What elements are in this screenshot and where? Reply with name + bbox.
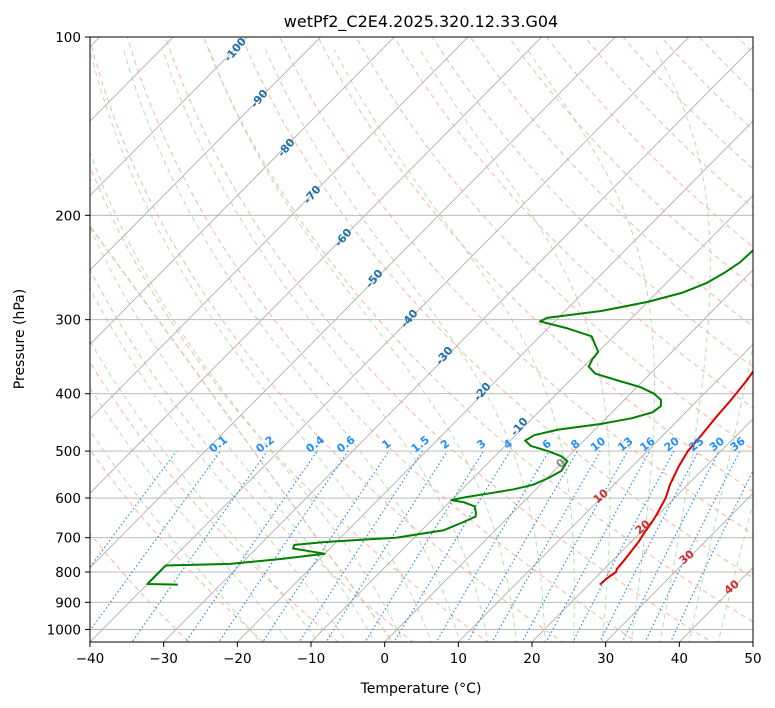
mixing-ratio-line: [262, 450, 390, 642]
isotherm-line: [457, 343, 753, 642]
dry-adiabat: [241, 37, 753, 579]
isotherm-line: [90, 37, 690, 642]
moist-adiabat: [90, 49, 432, 642]
x-tick-label: 0: [380, 651, 389, 667]
moist-adiabat: [333, 49, 575, 642]
y-tick-label: 900: [55, 595, 81, 611]
moist-adiabat: [419, 49, 611, 642]
dry-adiabat: [431, 37, 753, 368]
isotherm-line: [236, 120, 753, 642]
mixing-ratio-line: [90, 450, 221, 632]
dry-adiabat: [355, 37, 753, 450]
y-tick-label: 700: [55, 531, 81, 547]
y-tick-label: 100: [55, 30, 81, 46]
mixing-ratio-line: [435, 450, 550, 642]
x-tick-label: −30: [149, 651, 178, 667]
y-tick-label: 800: [55, 565, 81, 581]
dewpoint-trace: [146, 249, 753, 586]
x-axis-label: Temperature (°C): [360, 681, 482, 697]
mixing-ratio-line: [545, 450, 651, 642]
y-tick-label: 200: [55, 208, 81, 224]
isotherm-line: [384, 269, 753, 642]
axis-ticks: −40 −30 −20 −10 0 10 20 30 40 50 100 200 300 400 500 60…: [47, 30, 762, 667]
y-tick-label: 600: [55, 491, 81, 507]
x-tick-label: 50: [744, 651, 761, 667]
moist-adiabat: [208, 49, 518, 642]
y-tick-label: 500: [55, 444, 81, 460]
x-tick-label: 30: [597, 651, 614, 667]
moist-adiabat: [90, 387, 290, 642]
x-tick-label: −20: [223, 651, 252, 667]
isotherm-line: [90, 37, 322, 271]
dry-adiabat: [203, 37, 753, 623]
mixing-ratio-line: [218, 450, 349, 642]
isotherm-line: [163, 46, 753, 642]
x-tick-label: −10: [297, 651, 326, 667]
dry-adiabat: [622, 37, 753, 170]
isotherm-line: [90, 37, 174, 122]
dry-adiabat: [126, 37, 639, 642]
isotherm-line: [531, 418, 753, 642]
x-tick-label: −40: [76, 651, 105, 667]
mixing-ratio-line: [572, 450, 675, 642]
dry-adiabat: [469, 37, 753, 328]
moist-adiabat: [265, 49, 546, 642]
dry-adiabat: [508, 37, 753, 288]
x-tick-label: 10: [450, 651, 467, 667]
plot-area: 0.1 0.2 0.4 0.6 1 1.5 2 3 4 6 8 10 13 16 20 25 30 36-100-…: [90, 37, 753, 642]
mixing-ratio-lines: [90, 450, 753, 642]
gridlines: [90, 37, 753, 630]
y-tick-label: 400: [55, 387, 81, 403]
isotherm-line: [90, 37, 543, 494]
mixing-ratio-line: [669, 469, 753, 642]
isotherm-lines: [90, 37, 753, 642]
moist-adiabat: [90, 226, 376, 642]
isotherm-line: [605, 492, 753, 642]
isotherm-line: [90, 37, 395, 345]
sounding-traces: [146, 249, 753, 586]
chart-title: wetPf2_C2E4.2025.320.12.33.G04: [284, 12, 558, 32]
dry-adiabat: [90, 37, 564, 642]
y-tick-label: 1000: [47, 622, 81, 638]
mixing-ratio-line: [491, 450, 601, 642]
dry-adiabats: [90, 37, 753, 642]
temperature-trace: [599, 369, 753, 586]
mixing-ratio-line: [393, 450, 511, 642]
dry-adiabat: [393, 37, 753, 409]
dry-adiabat: [90, 165, 489, 642]
mixing-ratio-line: [325, 450, 448, 642]
moist-adiabat: [90, 340, 319, 642]
mixing-ratio-line: [131, 450, 268, 642]
isotherm-line: [90, 37, 616, 569]
moist-adiabat: [654, 49, 711, 642]
y-tick-label: 300: [55, 313, 81, 329]
dry-adiabat: [317, 37, 753, 493]
moist-adiabat: [527, 49, 655, 642]
isotherm-line: [310, 194, 753, 642]
plot-frame: [89, 36, 754, 643]
x-tick-label: 20: [523, 651, 540, 667]
isotherm-line: [90, 37, 469, 420]
mixing-ratio-line: [185, 450, 318, 642]
y-axis-label: Pressure (hPa): [12, 289, 28, 389]
moist-adiabat: [162, 49, 489, 642]
isotherm-line: [90, 37, 248, 197]
dry-adiabat: [90, 268, 414, 642]
moist-adiabat: [90, 151, 404, 642]
mixing-ratio-line: [298, 450, 424, 642]
dry-adiabat: [90, 361, 340, 642]
mixing-ratio-line: [364, 450, 485, 642]
dry-adiabat: [279, 37, 753, 535]
mixing-ratio-line: [466, 450, 579, 642]
x-tick-label: 40: [671, 651, 688, 667]
reference-curve: [90, 225, 394, 642]
mixing-ratio-line: [521, 450, 629, 642]
